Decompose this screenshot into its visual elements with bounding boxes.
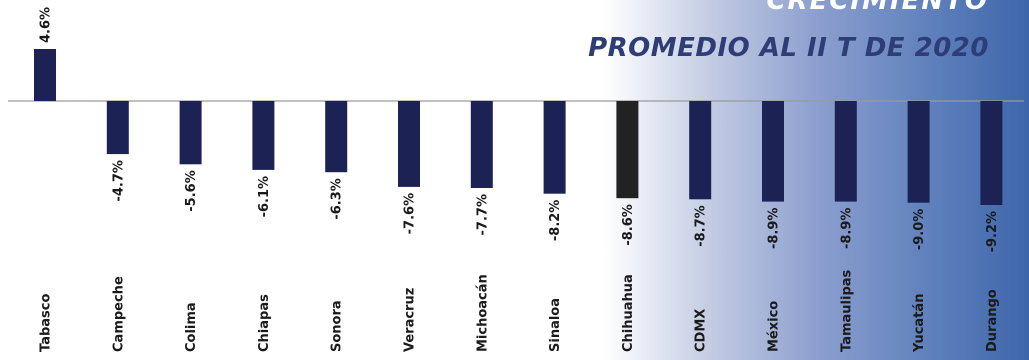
- category-label: México: [767, 301, 782, 352]
- bar-michoacán: [470, 101, 493, 188]
- value-label: -9.0%: [912, 209, 927, 250]
- category-label: Yucatán: [912, 294, 927, 353]
- bar-veracruz: [398, 101, 420, 187]
- bar-chihuahua: [616, 101, 639, 199]
- value-label: -8.9%: [839, 208, 854, 249]
- bar-cdmx: [689, 101, 712, 200]
- value-label: -8.6%: [621, 204, 636, 245]
- bar-durango: [980, 101, 1003, 205]
- value-label: 4.6%: [39, 7, 54, 43]
- bar-chiapas: [252, 101, 275, 170]
- category-label: Tamaulipas: [839, 269, 854, 352]
- bar-campeche: [106, 101, 129, 155]
- value-label: -4.7%: [111, 160, 126, 201]
- bar-sonora: [325, 101, 348, 173]
- value-label: -8.2%: [548, 200, 563, 241]
- bar-sinaloa: [543, 101, 566, 194]
- category-label: Michoacán: [475, 274, 490, 352]
- category-label: Veracruz: [403, 288, 418, 352]
- bar-tamaulipas: [834, 101, 857, 202]
- value-label: -7.7%: [475, 194, 490, 235]
- background-gradient: [604, 0, 1029, 360]
- category-label: Colima: [184, 302, 199, 352]
- category-label: Chiapas: [257, 294, 272, 352]
- value-label: -6.1%: [257, 176, 272, 217]
- category-label: CDMX: [694, 309, 709, 352]
- value-label: -8.9%: [767, 208, 782, 249]
- bar-méxico: [762, 101, 784, 202]
- value-label: -6.3%: [330, 178, 345, 219]
- chart-title-line-2: PROMEDIO AL II T DE 2020: [588, 33, 989, 63]
- category-label: Durango: [985, 289, 1000, 352]
- category-label: Sonora: [330, 300, 345, 352]
- bar-tabasco: [34, 49, 56, 101]
- value-label: -9.2%: [985, 211, 1000, 252]
- chart-title-line-1: CRECIMIENTO: [766, 0, 989, 16]
- value-label: -7.6%: [403, 193, 418, 234]
- value-label: -8.7%: [694, 205, 709, 246]
- category-label: Tabasco: [39, 294, 54, 352]
- category-label: Campeche: [111, 276, 126, 352]
- bar-yucatán: [907, 101, 930, 203]
- value-label: -5.6%: [184, 170, 199, 211]
- category-label: Chihuahua: [621, 274, 636, 352]
- category-label: Sinaloa: [548, 298, 563, 352]
- bar-colima: [179, 101, 202, 165]
